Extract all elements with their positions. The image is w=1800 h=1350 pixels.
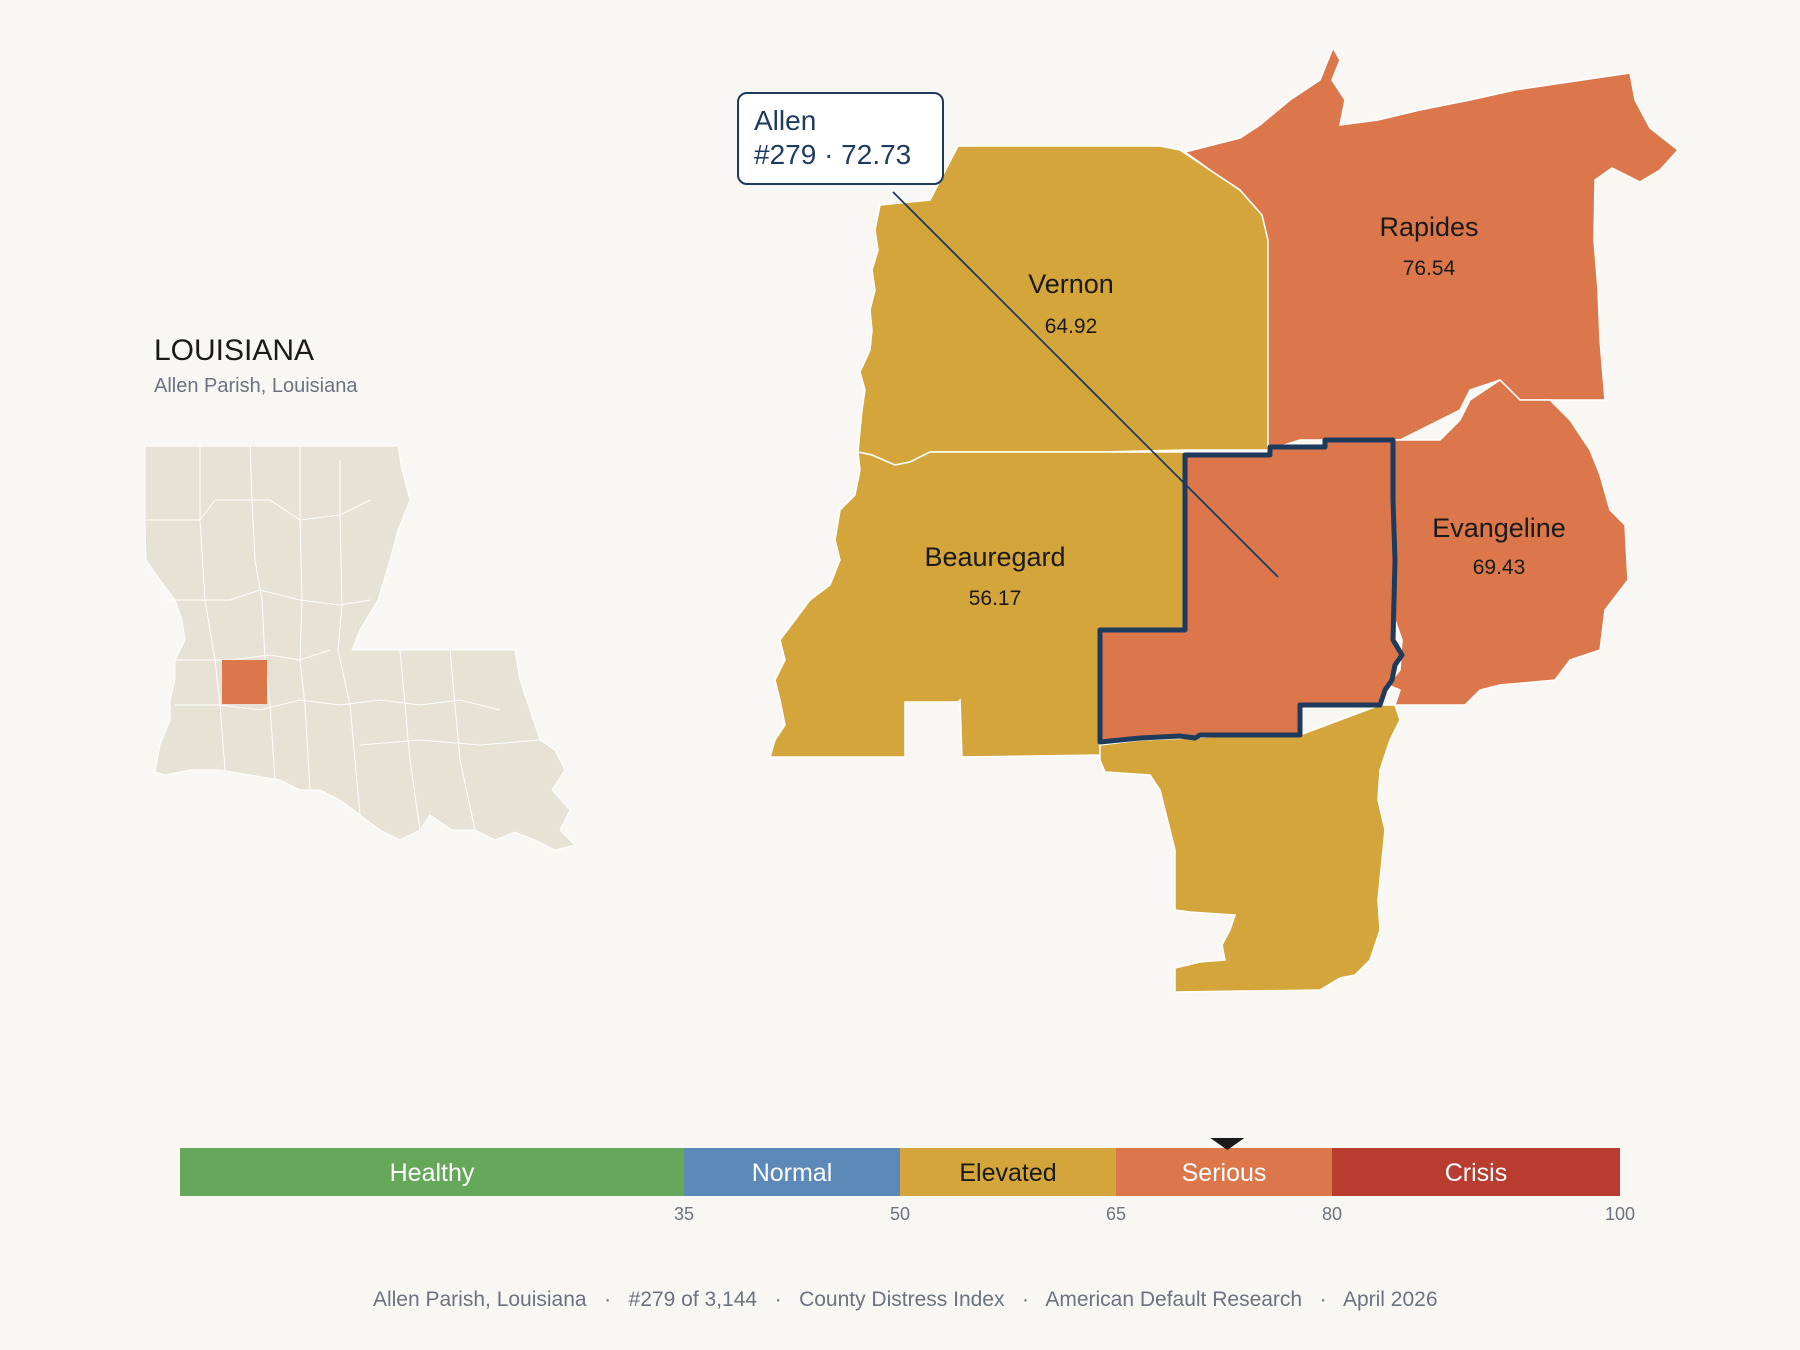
- legend-band-healthy: [180, 1148, 684, 1196]
- label-evangeline-name: Evangeline: [1432, 513, 1566, 543]
- label-beauregard-value: 56.17: [969, 587, 1022, 610]
- legend-band-label: Normal: [752, 1159, 833, 1187]
- louisiana-inset-map: [144, 445, 576, 851]
- parish-map: [768, 46, 1680, 993]
- louisiana-outline: [144, 445, 576, 851]
- callout-leader-line: [892, 191, 1279, 578]
- inset-allen-highlight: [222, 660, 267, 704]
- parish-labels: Vernon 64.92 Rapides 76.54 Beauregard 56…: [924, 212, 1565, 610]
- parish-allen[interactable]: [1097, 437, 1405, 745]
- footer-rank: #279 of 3,144: [629, 1288, 758, 1311]
- callout-detail: #279 · 72.73: [754, 139, 911, 170]
- parish-evangeline[interactable]: [1386, 379, 1629, 706]
- legend-band-label: Elevated: [959, 1159, 1056, 1187]
- legend-band-label: Healthy: [390, 1159, 475, 1187]
- footer-index: County Distress Index: [799, 1288, 1005, 1311]
- legend-band-serious: [1116, 1148, 1332, 1196]
- footer-sep: ·: [757, 1288, 799, 1311]
- parish-jefferson-davis[interactable]: [1099, 704, 1401, 993]
- label-vernon-value: 64.92: [1045, 315, 1098, 338]
- legend-band-normal: [684, 1148, 900, 1196]
- legend-band-elevated: [900, 1148, 1116, 1196]
- footer-sep: ·: [587, 1288, 629, 1311]
- label-vernon-name: Vernon: [1028, 269, 1114, 299]
- legend-marker: [1210, 1138, 1245, 1150]
- footer-source: American Default Research: [1045, 1288, 1302, 1311]
- legend-ticks: 35 50 65 80 100: [674, 1204, 1635, 1224]
- legend-band-label: Serious: [1182, 1159, 1267, 1187]
- label-rapides-name: Rapides: [1379, 212, 1478, 242]
- legend-band-label: Crisis: [1445, 1159, 1508, 1187]
- callout-box: [737, 92, 944, 185]
- legend-tick-label: 80: [1322, 1204, 1342, 1224]
- parish-vernon[interactable]: [857, 145, 1269, 466]
- legend-tick-label: 65: [1106, 1204, 1126, 1224]
- callout-name: Allen: [754, 105, 816, 136]
- parish-beauregard[interactable]: [768, 451, 1186, 758]
- distress-legend: Healthy Normal Elevated Serious Crisis 35 50 6…: [180, 1138, 1635, 1224]
- legend-bands: Healthy Normal Elevated Serious Crisis: [180, 1148, 1620, 1196]
- state-subtitle: Allen Parish, Louisiana: [154, 375, 358, 397]
- legend-tick-label: 100: [1605, 1204, 1635, 1224]
- label-rapides-value: 76.54: [1403, 257, 1456, 280]
- footer: Allen Parish, Louisiana · #279 of 3,144 …: [345, 1288, 1455, 1311]
- legend-tick-label: 50: [890, 1204, 910, 1224]
- state-title: LOUISIANA: [154, 334, 314, 367]
- footer-sep: ·: [1302, 1288, 1343, 1311]
- footer-location: Allen Parish, Louisiana: [373, 1288, 587, 1311]
- inset-allen-highlight-notch: [232, 660, 267, 662]
- parish-callout: Allen #279 · 72.73: [737, 92, 1279, 578]
- inset-parish-lines: [145, 445, 541, 831]
- legend-tick-label: 35: [674, 1204, 694, 1224]
- legend-band-crisis: [1332, 1148, 1620, 1196]
- label-beauregard-name: Beauregard: [924, 542, 1065, 572]
- footer-sep: ·: [1004, 1288, 1045, 1311]
- footer-date: April 2026: [1343, 1288, 1438, 1311]
- label-evangeline-value: 69.43: [1473, 556, 1526, 579]
